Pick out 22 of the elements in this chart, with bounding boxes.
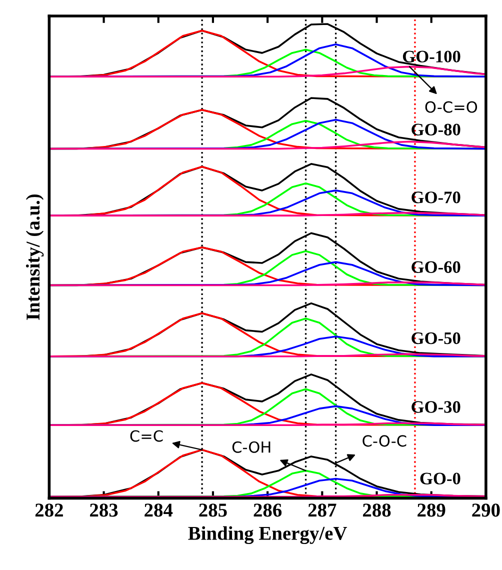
series-label: GO-60 [412,261,460,273]
x-tick-label: 284 [144,504,173,517]
series-label: GO-50 [412,332,460,344]
series-label: GO-70 [412,192,460,204]
x-tick-label: 287 [308,504,336,517]
series-label: GO-80 [412,124,460,136]
annotation: O-C=O [425,101,478,113]
y-axis-title: Intensity/ (a.u.) [26,194,44,320]
series-label: GO-100 [402,50,460,62]
x-tick-label: 283 [90,504,118,517]
x-tick-label: 282 [35,504,63,517]
series-label: GO-30 [412,401,460,413]
annotation: C-OH [232,441,270,453]
x-tick-label: 290 [472,504,500,517]
x-tick-label: 286 [254,504,282,517]
x-tick-label: 289 [418,504,446,517]
annotation: C=C [130,430,163,442]
x-axis-title: Binding Energy/eV [188,526,348,544]
x-tick-label: 288 [362,504,391,517]
x-tick-label: 285 [199,504,227,517]
series-label: GO-0 [420,472,460,484]
annotation: C-O-C [362,435,406,447]
